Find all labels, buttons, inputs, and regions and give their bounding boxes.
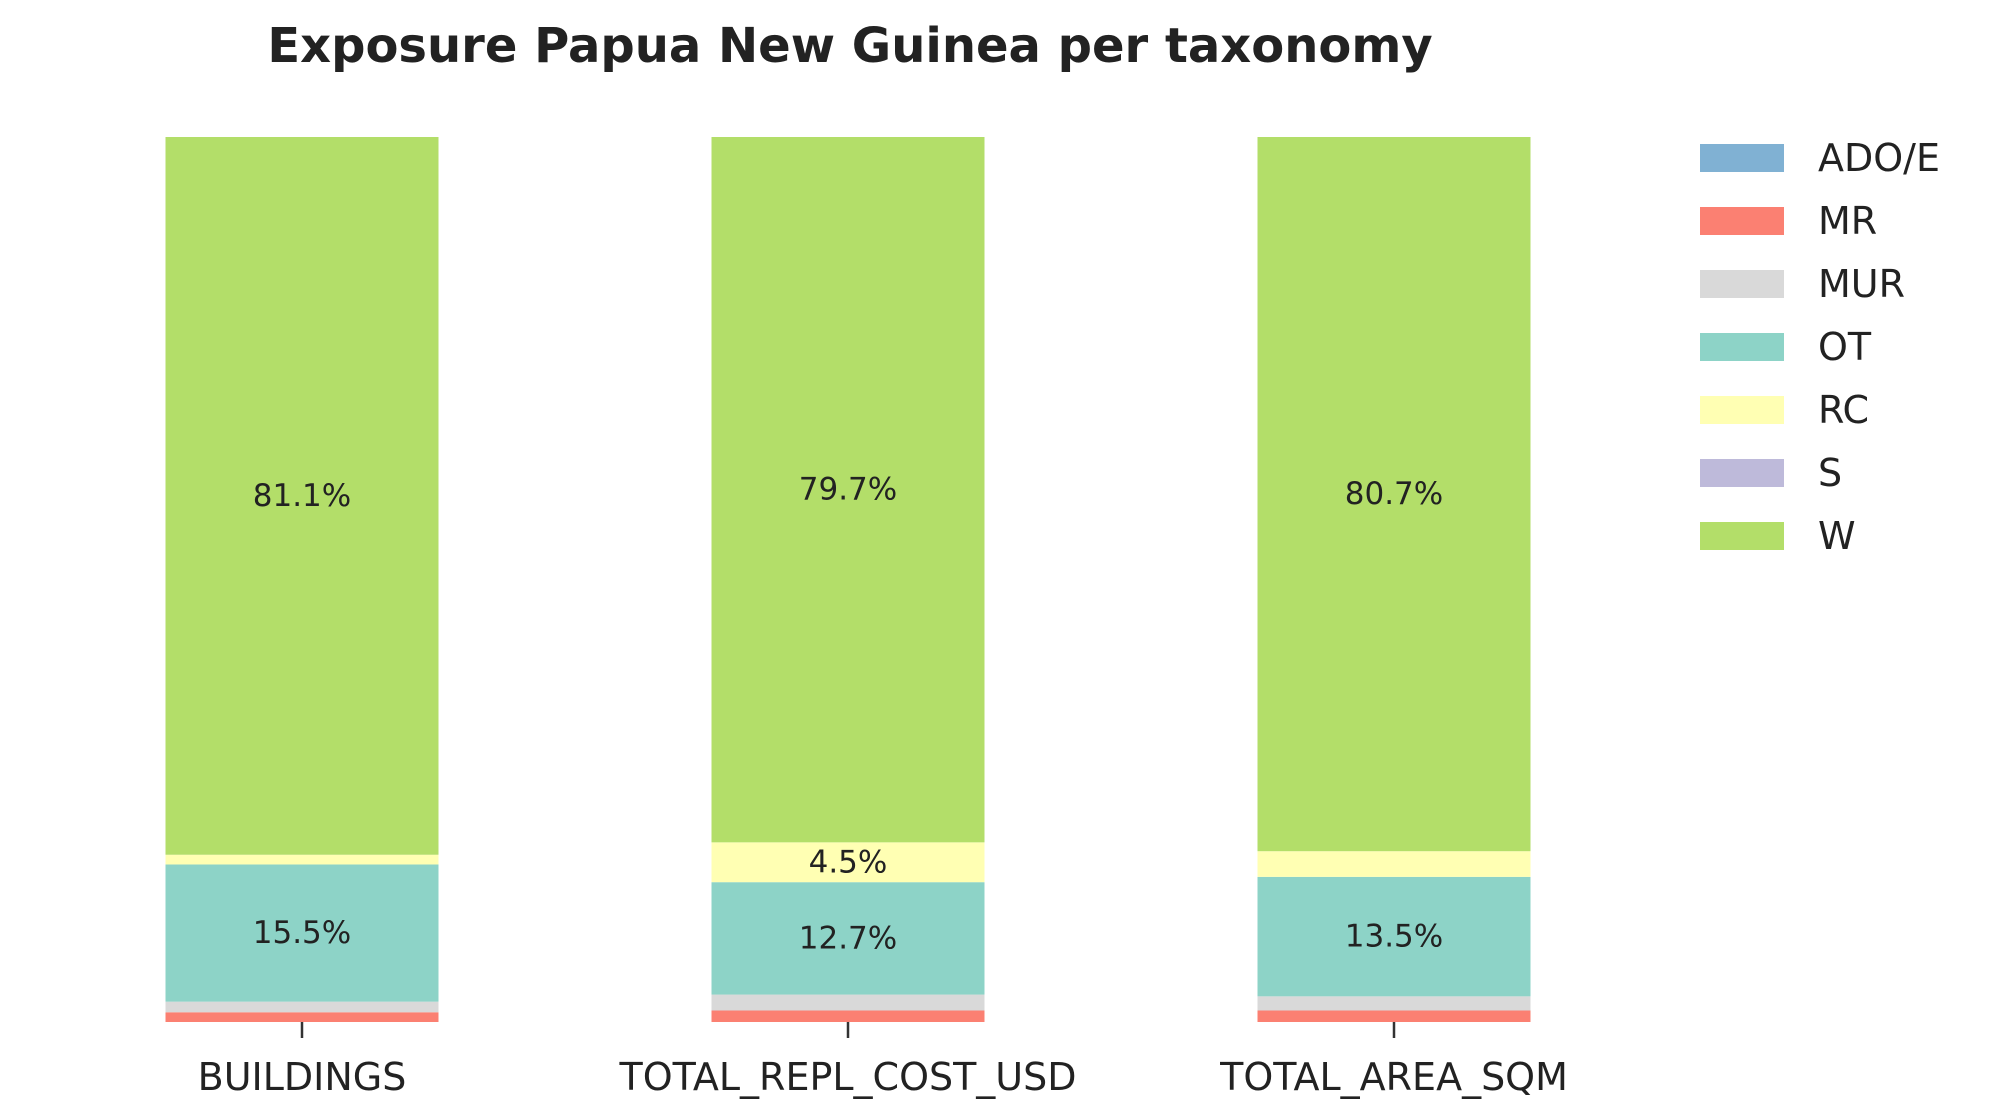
bar-segment-buildings-mur: [165, 1001, 439, 1013]
bar-segment-buildings-ot: [165, 864, 439, 1002]
x-tick-label-total-repl-cost-usd: TOTAL_REPL_COST_USD: [618, 1055, 1076, 1099]
bar-segment-total-repl-cost-usd-mur: [711, 994, 985, 1011]
bar-segment-buildings-w: [165, 137, 439, 855]
legend-label-w: W: [1818, 513, 1856, 558]
legend-item-ado-e: ADO/E: [1700, 126, 1980, 189]
data-label-total-area-sqm-ot: 13.5%: [1345, 919, 1443, 955]
bar-segment-total-repl-cost-usd-ot: [711, 882, 985, 995]
data-label-total-area-sqm-w: 80.7%: [1345, 476, 1443, 512]
bar-segment-buildings-rc: [165, 854, 439, 865]
bar-segment-total-repl-cost-usd-rc: [711, 842, 985, 883]
bar-segment-total-area-sqm-w: [1257, 137, 1531, 852]
data-label-total-repl-cost-usd-rc: 4.5%: [809, 844, 888, 880]
legend-label-rc: RC: [1818, 387, 1870, 432]
legend-swatch-ot: [1700, 332, 1784, 361]
bar-segment-total-area-sqm-ot: [1257, 876, 1531, 997]
legend-swatch-rc: [1700, 395, 1784, 424]
legend-label-s: S: [1818, 450, 1843, 495]
legend-label-ado-e: ADO/E: [1818, 135, 1940, 180]
data-label-total-repl-cost-usd-w: 79.7%: [799, 472, 897, 508]
bar-segment-total-repl-cost-usd-w: [711, 137, 985, 843]
legend-label-ot: OT: [1818, 324, 1872, 369]
legend-swatch-mr: [1700, 206, 1784, 235]
data-label-total-repl-cost-usd-ot: 12.7%: [799, 920, 897, 956]
legend-swatch-s: [1700, 458, 1784, 487]
bar-segment-total-repl-cost-usd-mr: [711, 1010, 985, 1022]
legend-label-mur: MUR: [1818, 261, 1906, 306]
x-tick-label-buildings: BUILDINGS: [198, 1055, 407, 1099]
x-tick-label-total-area-sqm: TOTAL_AREA_SQM: [1219, 1055, 1568, 1099]
bar-segment-total-area-sqm-rc: [1257, 851, 1531, 877]
legend-swatch-mur: [1700, 269, 1784, 298]
legend-item-rc: RC: [1700, 378, 1980, 441]
legend-item-ot: OT: [1700, 315, 1980, 378]
stacked-bar-chart: 15.5% 81.1% 12.7% 4.5% 79.7% 13.5% 80.7% BUILD…: [165, 137, 1568, 1099]
chart-title: Exposure Papua New Guinea per taxonomy: [267, 18, 1433, 74]
legend-swatch-w: [1700, 521, 1784, 550]
legend-swatch-ado-e: [1700, 143, 1784, 172]
x-axis: BUILDINGS TOTAL_REPL_COST_USD TOTAL_AREA_S…: [198, 1022, 1568, 1099]
data-label-buildings-ot: 15.5%: [253, 915, 351, 951]
legend-item-w: W: [1700, 504, 1980, 567]
legend-item-s: S: [1700, 441, 1980, 504]
bar-segment-buildings-mr: [165, 1012, 439, 1022]
bars-layer: [165, 137, 1531, 1022]
legend-label-mr: MR: [1818, 198, 1878, 243]
bar-segment-total-area-sqm-mr: [1257, 1010, 1531, 1022]
data-labels-layer: 15.5% 81.1% 12.7% 4.5% 79.7% 13.5% 80.7%: [253, 472, 1443, 957]
legend: ADO/E MR MUR OT RC S W: [1700, 126, 1980, 567]
data-label-buildings-w: 81.1%: [253, 478, 351, 514]
bar-segment-total-area-sqm-mur: [1257, 996, 1531, 1011]
legend-item-mr: MR: [1700, 189, 1980, 252]
legend-item-mur: MUR: [1700, 252, 1980, 315]
